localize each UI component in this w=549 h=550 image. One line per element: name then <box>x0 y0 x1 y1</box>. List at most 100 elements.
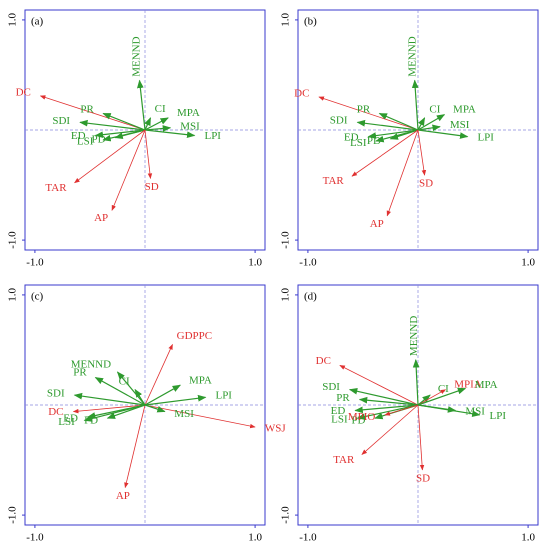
arrow <box>417 394 431 406</box>
arrow <box>116 371 146 406</box>
arrow-label: SDI <box>52 115 70 127</box>
arrow <box>367 129 419 139</box>
arrow <box>318 96 419 131</box>
arrow-label: MENND <box>407 36 419 76</box>
arrow-label: PR <box>73 367 87 379</box>
arrow <box>144 117 169 131</box>
arrow-label: TAR <box>45 182 67 194</box>
y-tick-label: 1.0 <box>7 288 19 302</box>
arrow-label: MENND <box>408 316 420 356</box>
y-tick-label: -1.0 <box>280 506 292 524</box>
panel-title: (a) <box>31 16 44 28</box>
arrow <box>124 404 146 489</box>
arrow-label: PR <box>80 104 94 116</box>
arrow <box>106 404 146 419</box>
arrow <box>39 95 146 131</box>
arrow <box>144 394 207 406</box>
arrow-label: TAR <box>333 454 355 466</box>
arrow <box>417 387 467 406</box>
arrow-label: CI <box>119 376 130 388</box>
x-tick-label: -1.0 <box>26 532 44 544</box>
arrow <box>386 129 419 217</box>
arrow-label: TAR <box>323 175 345 187</box>
arrow-label: PD <box>351 414 365 426</box>
arrow <box>136 79 146 131</box>
arrow-label: WSJ <box>265 422 287 434</box>
x-tick-label: 1.0 <box>521 257 535 269</box>
arrow-label: AP <box>94 212 108 224</box>
arrow-label: MSI <box>465 405 485 417</box>
arrow <box>144 343 173 406</box>
arrow <box>384 404 419 416</box>
arrow <box>144 404 166 413</box>
arrow-label: CI <box>429 104 440 116</box>
arrow <box>73 392 146 406</box>
arrow <box>94 376 146 406</box>
arrow <box>417 117 426 131</box>
panel-title: (d) <box>304 291 317 303</box>
arrow <box>417 404 425 471</box>
arrow-label: DC <box>48 406 63 418</box>
arrow-label: ED <box>331 405 346 417</box>
arrow <box>144 129 153 179</box>
x-tick-label: -1.0 <box>26 257 44 269</box>
arrow-label: LPI <box>477 131 494 143</box>
arrow-label: ED <box>71 130 86 142</box>
arrow-label: AP <box>116 490 130 502</box>
arrow-label: ED <box>63 413 78 425</box>
arrow <box>356 119 419 131</box>
y-tick-label: 1.0 <box>7 13 19 27</box>
arrow <box>417 404 481 418</box>
arrow-label: SDI <box>322 381 340 393</box>
arrow <box>144 117 152 131</box>
arrow-label: MPA <box>453 104 476 116</box>
arrow <box>412 359 420 406</box>
arrow <box>389 129 419 140</box>
y-tick-label: 1.0 <box>280 288 292 302</box>
arrow-label: CI <box>438 383 449 395</box>
arrow-label: SD <box>416 472 430 484</box>
arrow-label: AP <box>370 218 384 230</box>
y-tick-label: -1.0 <box>7 506 19 524</box>
arrow-label: PD <box>84 415 98 427</box>
y-tick-label: -1.0 <box>280 231 292 249</box>
arrow-label: MPA <box>177 107 200 119</box>
arrow-label: CI <box>155 103 166 115</box>
arrow-label: SDI <box>47 387 65 399</box>
arrow <box>354 404 419 414</box>
arrow-label: LSI <box>58 416 75 428</box>
arrow <box>358 396 419 406</box>
x-tick-label: 1.0 <box>248 257 262 269</box>
arrow <box>417 389 447 406</box>
arrow <box>417 124 441 132</box>
arrow-label: MENND <box>130 36 142 76</box>
arrow <box>111 129 146 211</box>
arrow <box>348 387 419 406</box>
x-tick-label: -1.0 <box>299 257 317 269</box>
x-tick-label: 1.0 <box>248 532 262 544</box>
arrow-label: SDI <box>330 115 348 127</box>
y-tick-label: -1.0 <box>7 231 19 249</box>
x-tick-label: 1.0 <box>521 532 535 544</box>
arrow <box>417 129 469 139</box>
arrow-label: LPI <box>490 410 507 422</box>
arrow-label: MPIO <box>348 411 376 423</box>
arrow-label: SD <box>419 178 433 190</box>
arrow-label: PD <box>367 135 381 147</box>
arrow-label: MPIA <box>454 379 482 391</box>
arrow-label: LSI <box>77 136 94 148</box>
arrow-label: DC <box>316 355 331 367</box>
panel-title: (c) <box>31 291 44 303</box>
arrow <box>79 119 146 131</box>
arrow-label: PR <box>336 392 350 404</box>
arrow-label: MSI <box>450 119 470 131</box>
arrow <box>361 404 419 455</box>
arrow-label: LSI <box>331 414 348 426</box>
arrow-label: DC <box>294 88 309 100</box>
arrow <box>134 388 146 406</box>
arrow <box>339 365 419 406</box>
